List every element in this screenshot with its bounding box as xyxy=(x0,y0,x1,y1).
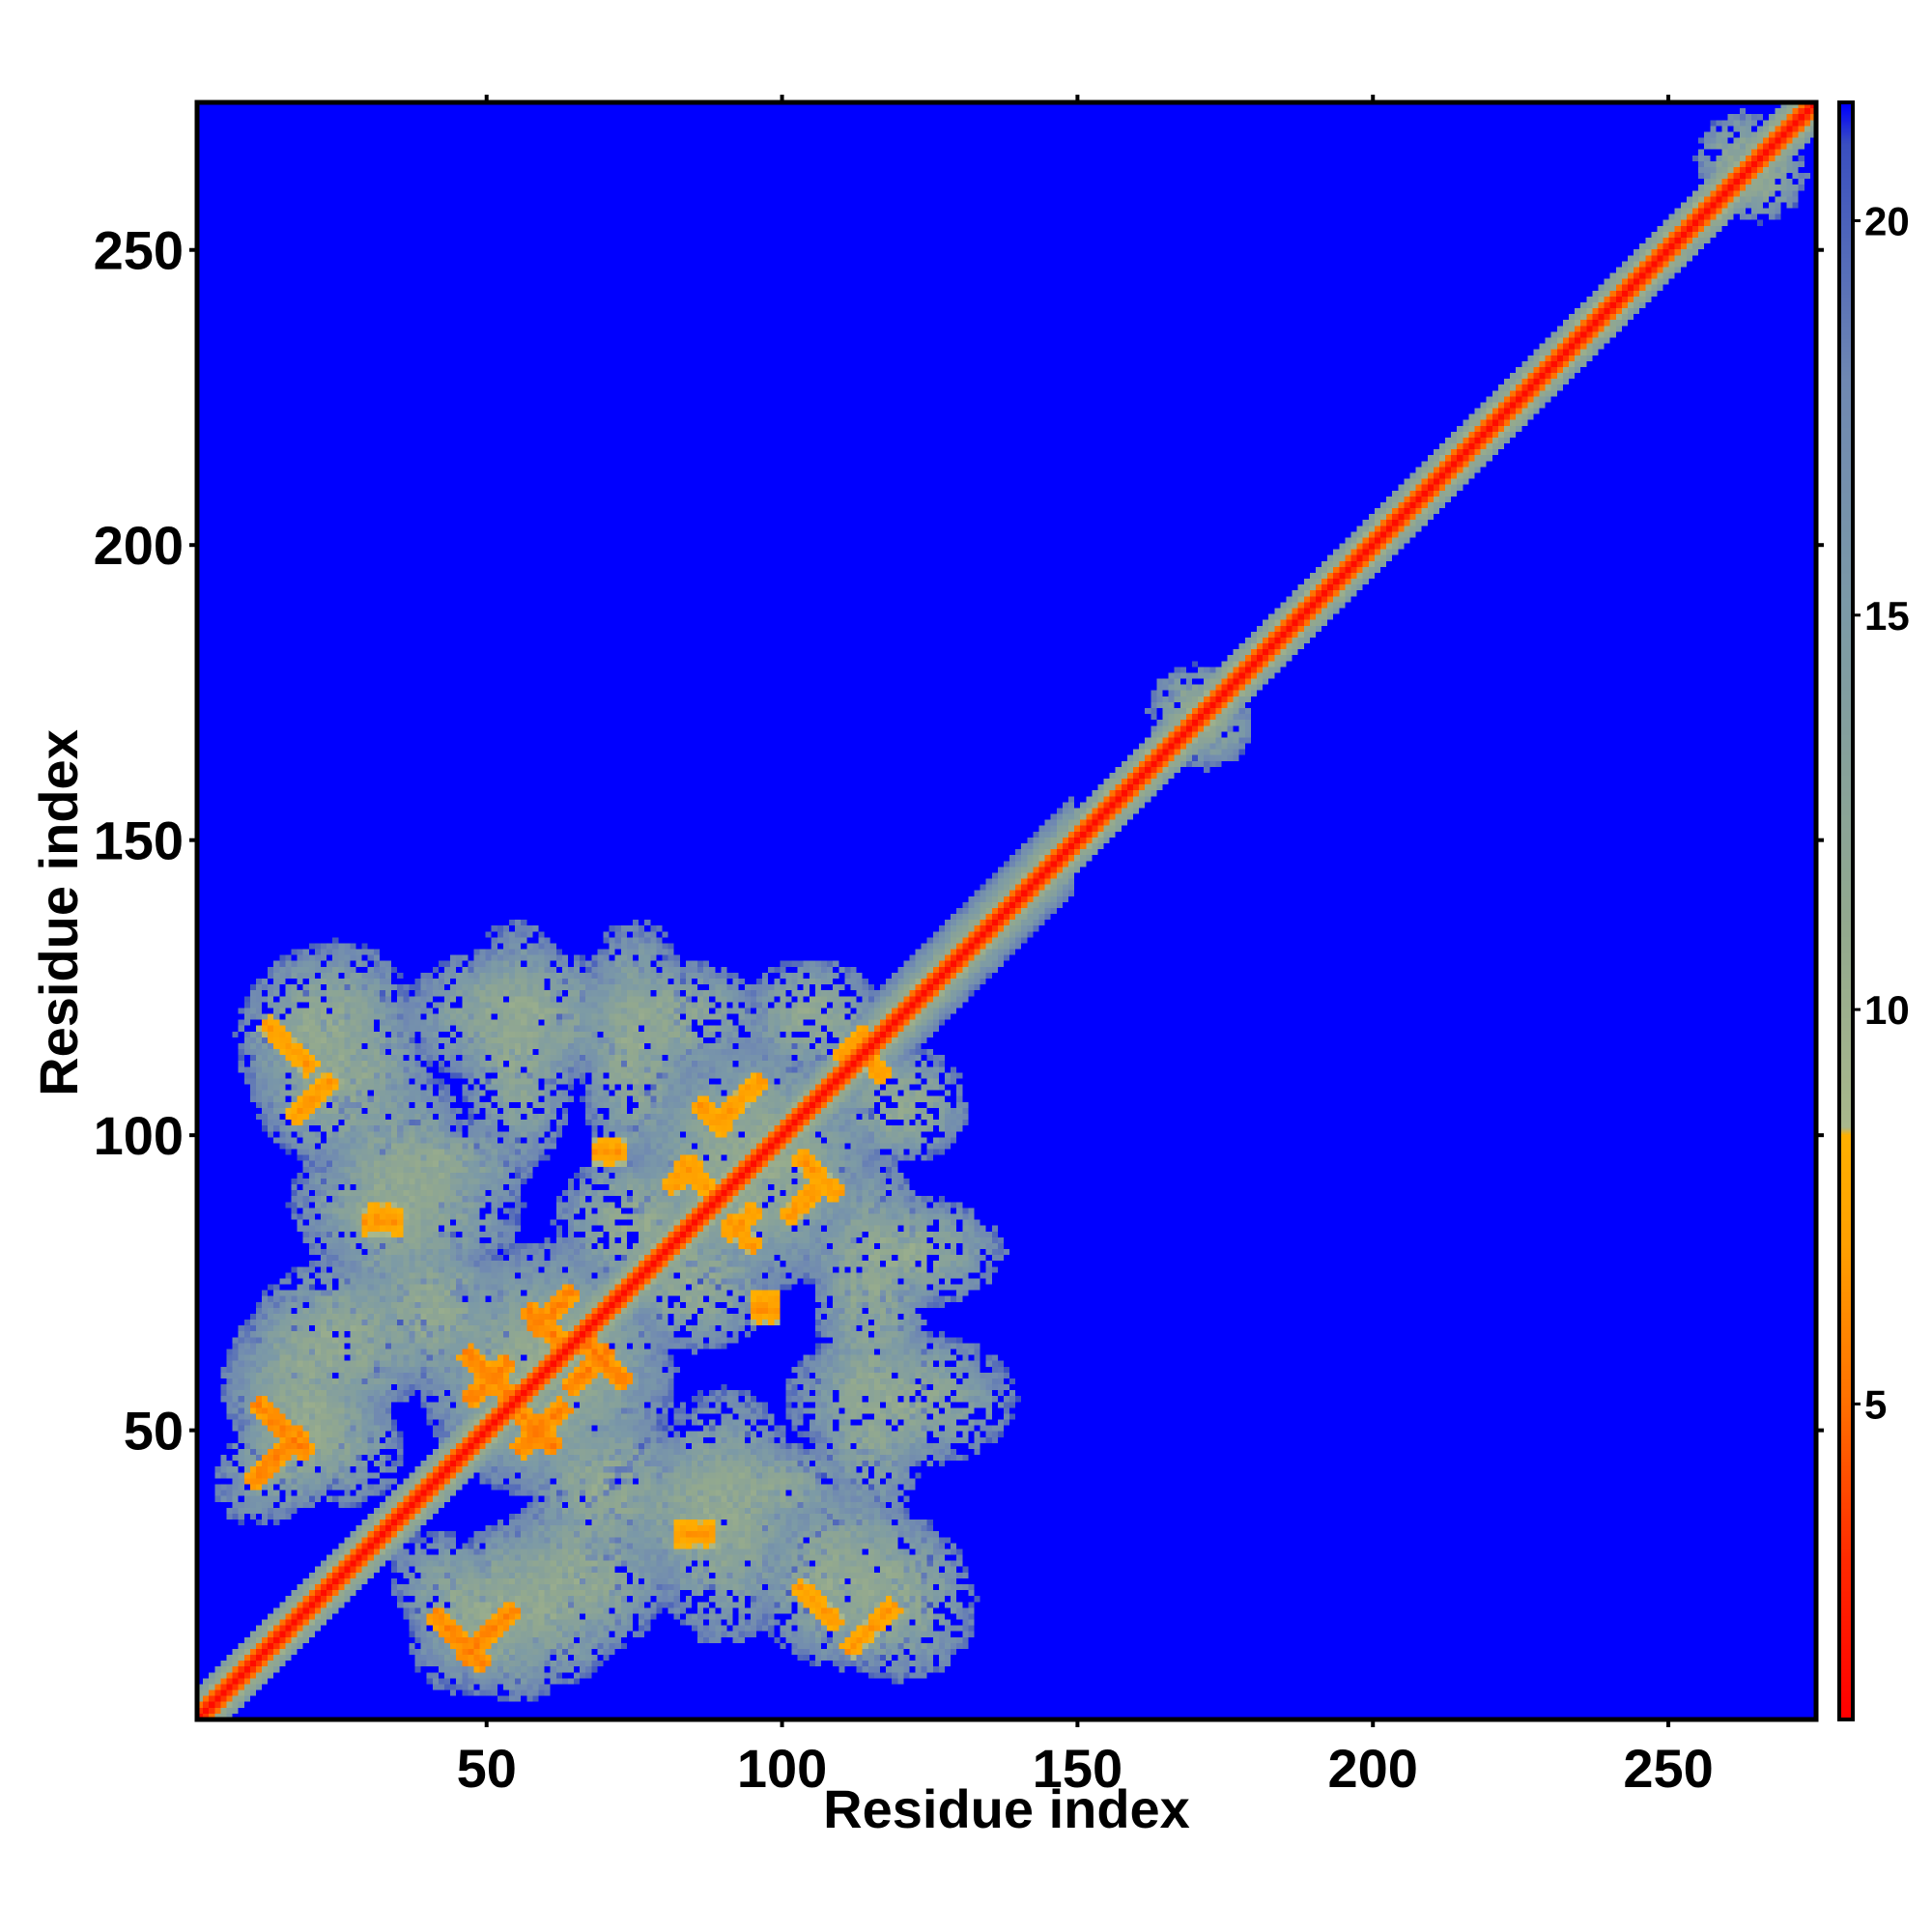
heatmap-image-group xyxy=(197,102,1816,1719)
y-tick-label: 150 xyxy=(94,810,184,871)
x-tick-label: 150 xyxy=(1033,1738,1122,1799)
x-tick-label: 100 xyxy=(737,1738,827,1799)
y-tick-label: 250 xyxy=(94,220,184,281)
plot-frame xyxy=(194,99,1819,1722)
colorbar-tick-label: 20 xyxy=(1864,198,1910,243)
y-tick-label: 200 xyxy=(94,515,184,576)
x-axis: 50 100 150 200 250 xyxy=(457,95,1714,1799)
x-tick-label: 50 xyxy=(457,1738,517,1799)
y-tick-label: 100 xyxy=(94,1105,184,1166)
colorbar-tick-label: 5 xyxy=(1864,1381,1887,1427)
heatmap-raster xyxy=(197,102,1816,1719)
x-axis-title: Residue index xyxy=(823,1778,1190,1839)
colorbar-gradient xyxy=(1839,102,1853,1719)
colorbar-ticks: 5 10 15 20 xyxy=(1853,198,1910,1427)
y-tick-label: 50 xyxy=(124,1401,184,1462)
colorbar-frame xyxy=(1837,100,1855,1721)
colorbar-tick-label: 15 xyxy=(1864,593,1910,639)
x-tick-label: 250 xyxy=(1623,1738,1713,1799)
colorbar: 5 10 15 20 xyxy=(1837,100,1910,1721)
y-axis-title: Residue index xyxy=(28,729,89,1096)
y-axis: 50 100 150 200 250 xyxy=(94,220,1824,1462)
x-tick-label: 200 xyxy=(1328,1738,1418,1799)
colorbar-tick-label: 10 xyxy=(1864,987,1910,1033)
